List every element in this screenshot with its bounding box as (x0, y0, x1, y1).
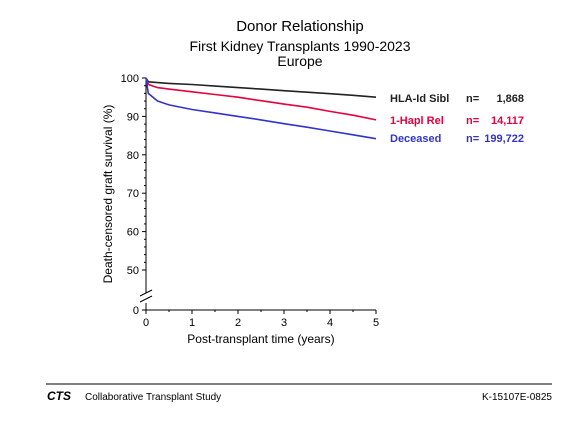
x-tick-label: 0 (143, 317, 149, 329)
y-tick-label: 70 (127, 188, 139, 200)
legend-label: Deceased (390, 133, 441, 145)
y-tick-label: 60 (127, 227, 139, 239)
y-axis-label: Death-censored graft survival (%) (101, 105, 115, 284)
x-tick-label: 1 (189, 317, 195, 329)
legend-n-value: 199,722 (484, 133, 524, 145)
legend-n-label: n= (466, 93, 479, 105)
series-line-2 (145, 77, 377, 121)
legend-n-value: 1,868 (496, 93, 524, 105)
y-tick-label: 0 (133, 305, 139, 317)
org-name: Collaborative Transplant Study (85, 392, 221, 403)
legend-label: HLA-Id Sibl (390, 93, 449, 105)
x-tick-label: 2 (235, 317, 241, 329)
x-tick-label: 4 (327, 317, 333, 329)
legend-n-label: n= (466, 115, 479, 127)
x-axis-label: Post-transplant time (years) (187, 332, 334, 346)
y-tick-label: 50 (127, 265, 139, 277)
axis-break-icon (139, 289, 153, 303)
x-tick-label: 3 (281, 317, 287, 329)
y-tick-label: 90 (127, 111, 139, 123)
legend-n-label: n= (466, 133, 479, 145)
chart-region: Europe (277, 53, 322, 69)
y-tick-label: 100 (121, 73, 139, 85)
y-tick-label: 80 (127, 150, 139, 162)
chart-title: Donor Relationship (236, 18, 364, 35)
chart-subtitle: First Kidney Transplants 1990-2023 (189, 38, 410, 54)
series-lines (145, 77, 377, 140)
cts-logo: CTS (47, 389, 71, 403)
legend: HLA-Id Sibl n= 1,868 1-Hapl Rel n= 14,117 Dece… (390, 93, 524, 145)
series-line-3 (145, 77, 377, 140)
legend-label: 1-Hapl Rel (390, 115, 444, 127)
report-id: K-15107E-0825 (482, 392, 552, 403)
x-tick-label: 5 (373, 317, 379, 329)
series-line-1 (145, 77, 377, 98)
legend-n-value: 14,117 (491, 115, 524, 127)
